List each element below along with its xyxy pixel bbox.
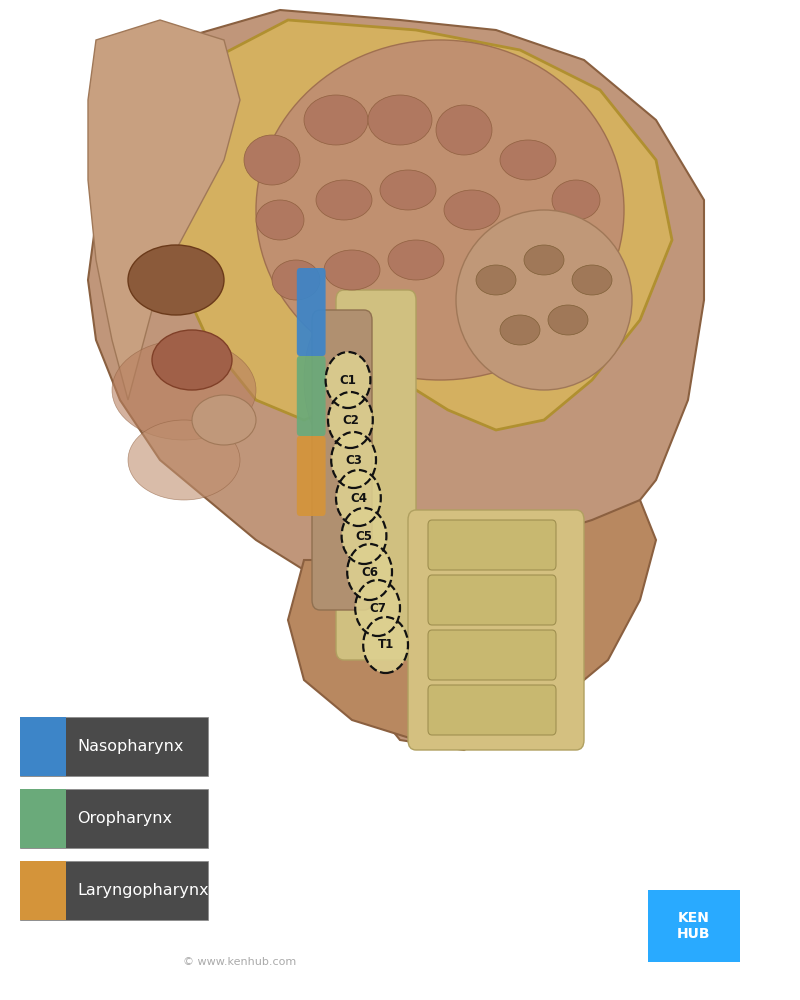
Ellipse shape (388, 240, 444, 280)
Text: C6: C6 (361, 566, 378, 578)
Ellipse shape (380, 170, 436, 210)
Ellipse shape (512, 220, 560, 260)
Ellipse shape (128, 420, 240, 500)
FancyBboxPatch shape (297, 268, 326, 356)
Text: C3: C3 (345, 454, 362, 466)
Ellipse shape (436, 105, 492, 155)
Text: C1: C1 (339, 373, 357, 386)
Circle shape (336, 470, 381, 526)
Bar (648, 890, 740, 962)
FancyBboxPatch shape (312, 310, 372, 610)
Text: Laryngopharynx: Laryngopharynx (78, 883, 210, 898)
Bar (20, 789, 66, 848)
Text: Nasopharynx: Nasopharynx (78, 739, 184, 754)
Ellipse shape (456, 210, 632, 390)
Text: © www.kenhub.com: © www.kenhub.com (183, 957, 297, 967)
Circle shape (363, 617, 408, 673)
Circle shape (347, 544, 392, 600)
Ellipse shape (272, 260, 320, 300)
Polygon shape (168, 20, 672, 430)
Text: C7: C7 (369, 601, 386, 614)
Circle shape (331, 432, 376, 488)
Ellipse shape (500, 315, 540, 345)
FancyBboxPatch shape (297, 356, 326, 436)
Ellipse shape (316, 180, 372, 220)
Ellipse shape (552, 180, 600, 220)
Bar (20, 861, 66, 920)
Ellipse shape (304, 95, 368, 145)
Ellipse shape (444, 190, 500, 230)
FancyBboxPatch shape (428, 575, 556, 625)
FancyBboxPatch shape (428, 685, 556, 735)
Ellipse shape (500, 140, 556, 180)
FancyBboxPatch shape (408, 510, 584, 750)
Text: Oropharynx: Oropharynx (78, 811, 173, 826)
Ellipse shape (524, 245, 564, 275)
Ellipse shape (548, 305, 588, 335)
Text: KEN
HUB: KEN HUB (678, 911, 710, 941)
Text: T1: T1 (378, 639, 394, 652)
FancyBboxPatch shape (336, 290, 416, 660)
FancyBboxPatch shape (428, 630, 556, 680)
Ellipse shape (112, 340, 256, 440)
Ellipse shape (192, 395, 256, 445)
FancyBboxPatch shape (428, 520, 556, 570)
Circle shape (328, 392, 373, 448)
Circle shape (342, 508, 386, 564)
Ellipse shape (324, 250, 380, 290)
Text: C5: C5 (355, 530, 373, 542)
Ellipse shape (572, 265, 612, 295)
Ellipse shape (476, 265, 516, 295)
Bar (20, 717, 208, 776)
Ellipse shape (152, 330, 232, 390)
Bar (20, 861, 208, 920)
FancyBboxPatch shape (297, 436, 326, 516)
Polygon shape (88, 10, 704, 750)
Ellipse shape (304, 320, 352, 440)
Ellipse shape (368, 95, 432, 145)
Polygon shape (288, 500, 656, 740)
Ellipse shape (244, 135, 300, 185)
Polygon shape (88, 20, 240, 400)
Ellipse shape (128, 245, 224, 315)
Circle shape (326, 352, 370, 408)
Ellipse shape (256, 200, 304, 240)
Text: C4: C4 (350, 491, 367, 504)
Circle shape (355, 580, 400, 636)
Ellipse shape (256, 40, 624, 380)
Bar (20, 717, 66, 776)
Bar (20, 789, 208, 848)
Text: C2: C2 (342, 414, 359, 426)
